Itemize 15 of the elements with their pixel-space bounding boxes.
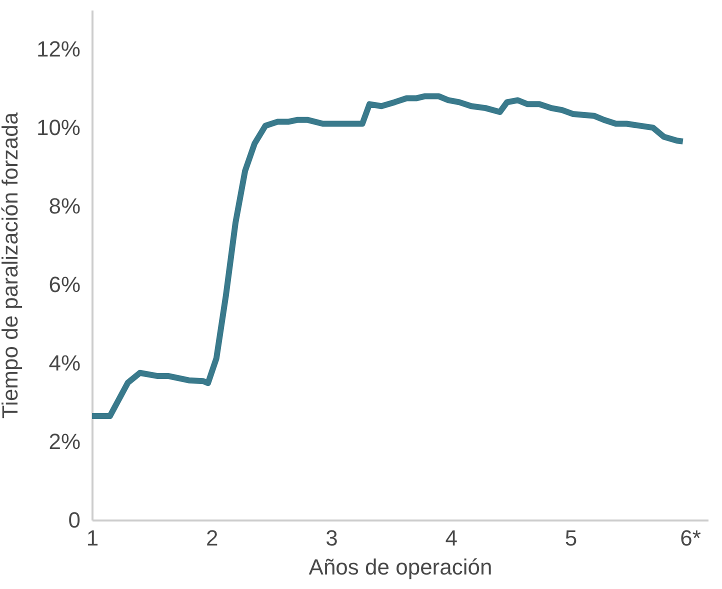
- y-tick-label: 4%: [48, 350, 80, 376]
- x-tick-label: 1: [86, 526, 99, 550]
- y-tick-label: 12%: [36, 36, 80, 62]
- y-tick-label: 8%: [48, 194, 80, 219]
- y-axis-title: Tiempo de paralización forzada: [0, 112, 22, 419]
- x-tick-label: 4: [445, 526, 458, 550]
- y-tick-label: 2%: [48, 429, 80, 454]
- x-tick-label: 6*: [680, 526, 702, 550]
- x-axis-title: Años de operación: [308, 554, 492, 580]
- y-tick-label: 10%: [36, 115, 80, 140]
- x-tick-label: 2: [206, 526, 218, 550]
- y-tick-label: 0: [68, 508, 80, 532]
- x-tick-label: 5: [564, 526, 578, 550]
- x-tick-label: 3: [326, 526, 338, 550]
- y-tick-label: 6%: [48, 272, 80, 298]
